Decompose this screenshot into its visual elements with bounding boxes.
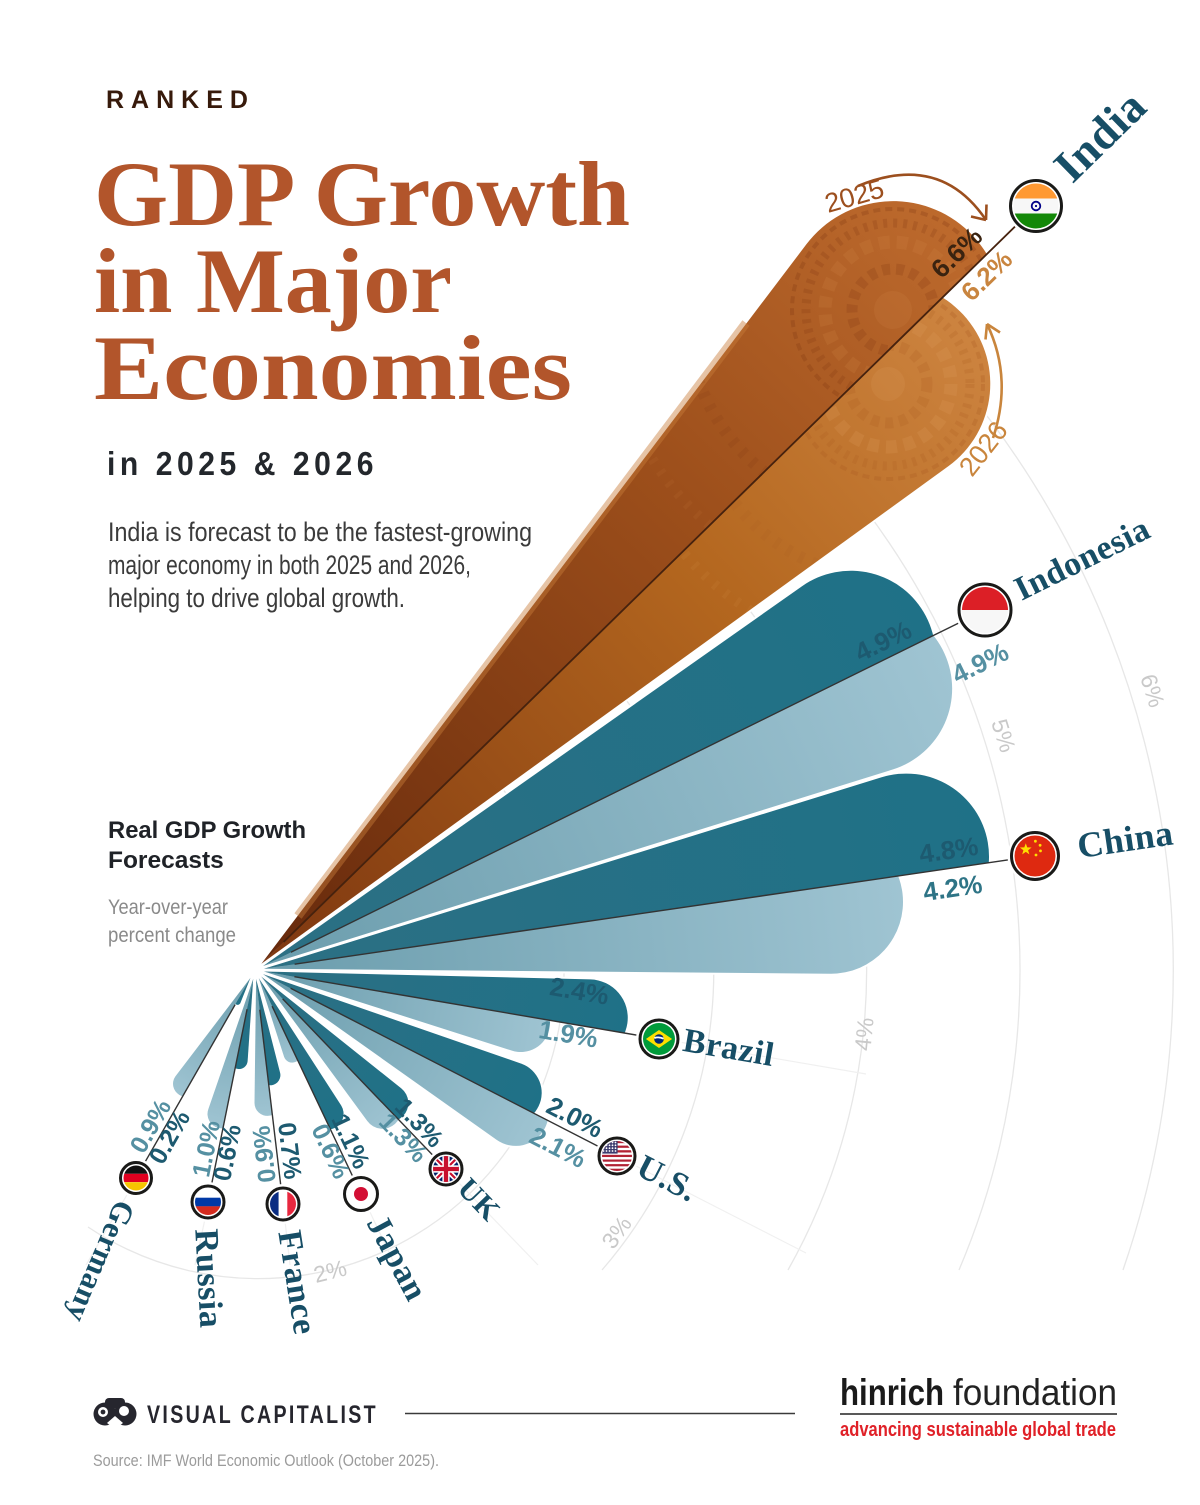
svg-text:GDP Growth: GDP Growth (94, 143, 630, 245)
svg-text:advancing sustainable global t: advancing sustainable global trade (840, 1419, 1116, 1441)
svg-text:in 2025 & 2026: in 2025 & 2026 (107, 445, 378, 482)
svg-text:Source: IMF World Economic Out: Source: IMF World Economic Outlook (Octo… (93, 1451, 439, 1470)
svg-text:major economy in both 2025 and: major economy in both 2025 and 2026, (108, 550, 471, 580)
svg-text:0.9%: 0.9% (247, 1124, 282, 1184)
svg-text:Year-over-year: Year-over-year (108, 895, 228, 919)
svg-text:Real GDP Growth: Real GDP Growth (108, 817, 306, 844)
svg-text:RANKED: RANKED (106, 86, 255, 114)
svg-text:Economies: Economies (94, 317, 572, 419)
svg-text:Russia: Russia (187, 1228, 229, 1329)
svg-text:helping to drive global growth: helping to drive global growth. (108, 583, 405, 613)
svg-text:4%: 4% (849, 1016, 878, 1052)
svg-text:VISUAL CAPITALIST: VISUAL CAPITALIST (147, 1401, 378, 1429)
svg-text:India is forecast to be the fa: India is forecast to be the fastest-grow… (108, 517, 532, 547)
svg-text:percent change: percent change (108, 923, 236, 947)
svg-text:hinrich: hinrich (840, 1372, 944, 1413)
svg-text:Forecasts: Forecasts (108, 847, 224, 874)
svg-text:foundation: foundation (953, 1372, 1117, 1413)
svg-text:in Major: in Major (94, 230, 452, 332)
svg-text:0.7%: 0.7% (272, 1121, 307, 1181)
